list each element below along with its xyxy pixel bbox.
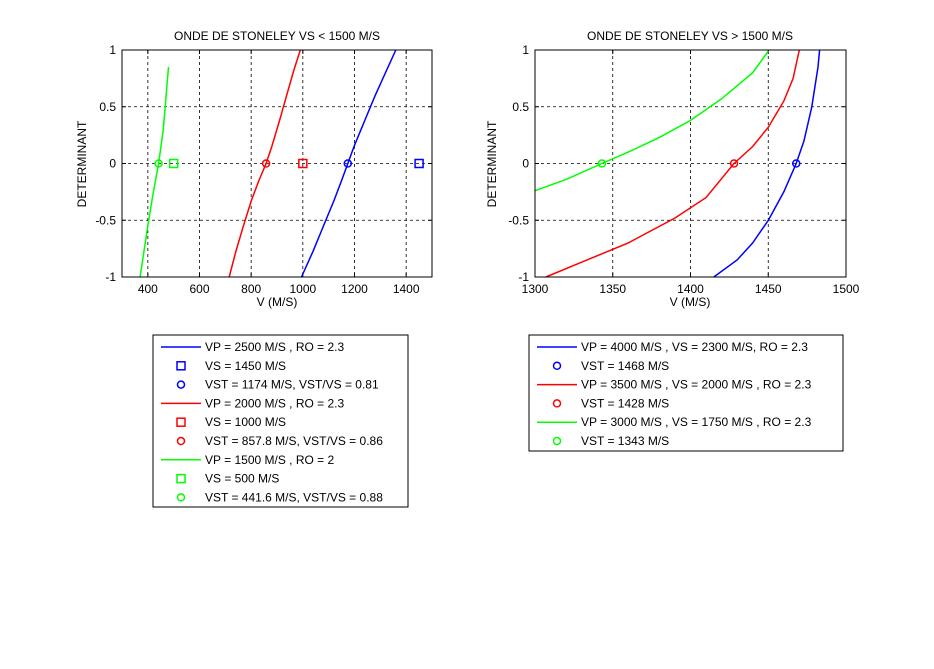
legend-entry-label: VS = 500 M/S	[205, 472, 279, 486]
chart-left-legend: VP = 2500 M/S , RO = 2.3 VS = 1450 M/S VST…	[152, 334, 409, 508]
legend-circle-swatch	[552, 436, 562, 446]
legend-circle-swatch	[176, 493, 186, 502]
vst-circle-marker	[729, 159, 739, 168]
chart-right-plot-area	[534, 49, 821, 278]
legend-circle-swatch	[552, 399, 562, 408]
series-line-0	[300, 49, 397, 278]
x-tick-label: 1450	[755, 282, 782, 296]
vst-circle-marker	[343, 159, 353, 168]
y-tick-label: 1	[522, 43, 529, 57]
legend-entry-label: VST = 1468 M/S	[581, 359, 669, 373]
x-tick-label: 1350	[599, 282, 626, 296]
legend-entry-label: VP = 4000 M/S , VS = 2300 M/S, RO = 2.3	[581, 340, 808, 354]
x-tick-label: 1000	[289, 282, 316, 296]
legend-square-swatch	[176, 361, 186, 371]
x-tick-label: 1400	[677, 282, 704, 296]
vs-square-marker	[298, 158, 308, 169]
vst-circle-marker	[791, 159, 801, 168]
chart-left-title: ONDE DE STONELEY VS < 1500 M/S	[174, 29, 380, 43]
y-tick-label: -0.5	[95, 213, 116, 227]
chart-left-axes-box	[121, 49, 433, 278]
x-tick-label: 600	[189, 282, 209, 296]
x-tick-label: 1500	[833, 282, 860, 296]
legend-circle-swatch	[552, 361, 562, 371]
series-line-2	[545, 49, 801, 278]
series-line-4	[534, 50, 769, 192]
series-line-3	[228, 49, 302, 278]
vst-circle-marker	[154, 159, 163, 168]
chart-right-xlabel: V (M/S)	[670, 295, 711, 309]
legend-square-swatch	[176, 417, 186, 427]
x-tick-label: 1200	[341, 282, 368, 296]
chart-right-ylabel: DETERMINANT	[485, 120, 499, 207]
chart-left-plot-area	[139, 49, 424, 278]
legend-entry-label: VST = 1174 M/S, VST/VS = 0.81	[205, 378, 379, 392]
y-tick-label: -1	[105, 270, 116, 284]
legend-circle-swatch	[176, 380, 186, 389]
legend-entry-label: VST = 1343 M/S	[581, 434, 669, 448]
vst-circle-marker	[261, 159, 271, 168]
legend-entry-label: VS = 1450 M/S	[205, 359, 286, 373]
vs-square-marker	[168, 158, 179, 169]
legend-entry-label: VST = 441.6 M/S, VST/VS = 0.88	[205, 490, 383, 504]
x-tick-label: 1400	[393, 282, 420, 296]
legend-entry-label: VP = 1500 M/S , RO = 2	[205, 453, 335, 467]
chart-right-legend: VP = 4000 M/S , VS = 2300 M/S, RO = 2.3 V…	[528, 334, 844, 452]
legend-entry-label: VP = 2000 M/S , RO = 2.3	[205, 396, 345, 410]
legend-entry-label: VP = 2500 M/S , RO = 2.3	[205, 340, 345, 354]
series-line-6	[139, 66, 170, 278]
legend-entry-label: VS = 1000 M/S	[205, 415, 286, 429]
y-tick-label: -1	[518, 270, 529, 284]
chart-right: ONDE DE STONELEY VS > 1500 M/S V (M/S) D…	[485, 29, 860, 309]
chart-right-grid	[535, 50, 846, 277]
legend-entry-label: VST = 857.8 M/S, VST/VS = 0.86	[205, 434, 383, 448]
legend-entry-label: VP = 3500 M/S , VS = 2000 M/S , RO = 2.3	[581, 378, 812, 392]
chart-left: ONDE DE STONELEY VS < 1500 M/S V (M/S) D…	[75, 29, 433, 309]
y-tick-label: 0	[109, 157, 116, 171]
x-tick-label: 1300	[522, 282, 549, 296]
vs-square-marker	[414, 158, 424, 169]
y-tick-label: 1	[109, 43, 116, 57]
y-tick-label: -0.5	[508, 213, 529, 227]
legend-entry-label: VP = 3000 M/S , VS = 1750 M/S , RO = 2.3	[581, 415, 812, 429]
chart-left-ticks: 400 600 800 1000 1200 1400 -1 -0.5 0 0.5 1	[95, 43, 432, 296]
legend-entry-label: VST = 1428 M/S	[581, 396, 669, 410]
chart-left-grid	[122, 50, 432, 277]
y-tick-label: 0.5	[99, 100, 116, 114]
y-tick-label: 0	[522, 157, 529, 171]
y-tick-label: 0.5	[512, 100, 529, 114]
legend-circle-swatch	[176, 436, 186, 446]
chart-left-ylabel: DETERMINANT	[75, 120, 89, 207]
legend-square-swatch	[176, 473, 186, 484]
chart-right-title: ONDE DE STONELEY VS > 1500 M/S	[587, 29, 793, 43]
x-tick-label: 400	[138, 282, 158, 296]
chart-right-ticks: 1300 1350 1400 1450 1500 -1 -0.5 0 0.5 1	[508, 43, 859, 296]
vst-circle-marker	[597, 159, 607, 168]
chart-left-xlabel: V (M/S)	[257, 295, 298, 309]
chart-right-axes-box	[534, 49, 847, 278]
x-tick-label: 800	[241, 282, 261, 296]
series-line-0	[713, 49, 821, 278]
